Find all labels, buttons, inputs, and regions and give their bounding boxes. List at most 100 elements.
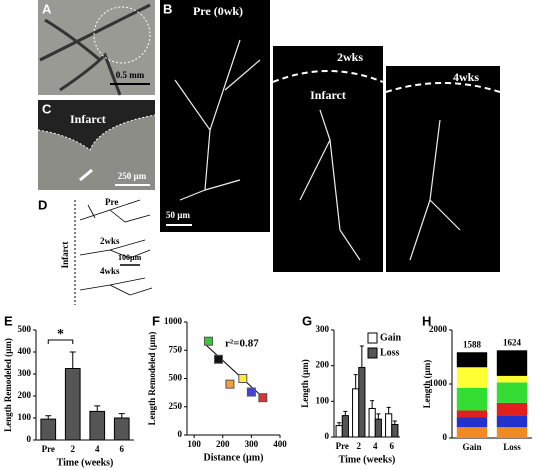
y-tick-label: 0 <box>325 431 330 441</box>
bar <box>335 425 343 438</box>
bar-segment <box>456 352 488 368</box>
y-axis-label: Length (µm) <box>422 360 432 408</box>
x-tick-label: Pre <box>42 444 55 454</box>
bar-segment <box>496 415 528 428</box>
error-bar <box>353 374 358 389</box>
infarct-label: Infarct <box>310 88 346 102</box>
legend-swatch <box>367 347 378 359</box>
y-axis-label: Length Remodeled (µm) <box>147 332 157 426</box>
point <box>258 393 268 403</box>
y-axis-label: Length Remodeled (µm) <box>3 338 13 432</box>
error-bar <box>118 413 125 418</box>
x-tick-label: 6 <box>120 444 125 454</box>
x-tick-label: Loss <box>503 442 521 452</box>
y-tick-label: 1000 <box>429 378 448 388</box>
y-tick-label: 400 <box>18 346 32 356</box>
y-tick-label: 500 <box>18 324 32 334</box>
scale-label: 50 µm <box>166 210 190 220</box>
bar-segment <box>456 387 488 411</box>
roi <box>93 6 151 64</box>
bar-segment <box>456 367 488 388</box>
infarct-label: Infarct <box>70 112 106 126</box>
total-label: 1588 <box>463 339 482 349</box>
significance-bracket <box>47 339 74 344</box>
panel-letter: F <box>152 313 160 328</box>
x-tick-label: 100 <box>187 439 201 449</box>
x-tick-label: 200 <box>216 439 230 449</box>
image-title: 4wks <box>453 70 479 84</box>
error-bar <box>392 420 397 425</box>
y-tick-label: 0 <box>27 434 32 444</box>
total-label: 1624 <box>503 337 522 347</box>
y-tick-label: 300 <box>316 324 330 334</box>
x-tick-label: Gain <box>462 442 481 452</box>
arrow <box>79 168 93 182</box>
x-tick-label: 6 <box>390 441 395 451</box>
bar-segment <box>496 427 528 438</box>
y-tick-label: 0 <box>443 432 448 442</box>
point <box>225 379 235 389</box>
bar <box>89 410 106 441</box>
trace-label: Pre <box>105 197 118 207</box>
error-bar <box>45 415 52 420</box>
image-2wk <box>273 46 383 272</box>
bar <box>385 413 393 438</box>
image-title: 2wks <box>337 50 363 64</box>
panel-letter: B <box>163 1 172 16</box>
point <box>246 387 256 397</box>
scale-label: 100µm <box>118 253 142 262</box>
panel-letter: D <box>38 197 47 212</box>
bar-segment <box>496 382 528 403</box>
error-bar <box>343 410 348 416</box>
bar-segment <box>456 427 488 438</box>
annotation: * <box>57 327 64 342</box>
y-tick-label: 1000 <box>164 316 183 326</box>
x-tick-label: 300 <box>245 439 259 449</box>
y-tick-label: 0 <box>178 429 183 439</box>
infarct-label: Infarct <box>60 242 70 269</box>
x-tick-label: 4 <box>95 444 100 454</box>
photo-a <box>38 0 155 95</box>
error-bar <box>359 345 364 368</box>
point <box>238 374 248 383</box>
legend-swatch <box>367 332 378 344</box>
x-tick-label: 4 <box>373 441 378 451</box>
y-tick-label: 2000 <box>429 324 448 334</box>
error-bar <box>337 422 342 426</box>
infarct-border <box>272 70 501 93</box>
x-tick-label: 2 <box>71 444 76 454</box>
y-tick-label: 300 <box>18 368 32 378</box>
panel-letter: H <box>422 313 431 328</box>
panel-letter: A <box>42 1 52 16</box>
bar <box>40 418 57 441</box>
x-axis-label: Time (weeks) <box>57 457 114 468</box>
x-axis-label: Time (weeks) <box>339 454 396 465</box>
point <box>213 354 223 364</box>
legend-label: Loss <box>380 347 400 358</box>
trace-label: 2wks <box>100 236 120 246</box>
y-axis-label: Length (µm) <box>300 359 310 407</box>
x-tick-label: 2 <box>357 441 362 451</box>
infarct-region <box>38 100 155 150</box>
neuron <box>174 39 461 261</box>
y-tick-label: 750 <box>169 344 183 354</box>
panel-letter: C <box>42 101 52 116</box>
y-tick-label: 250 <box>169 401 183 411</box>
scale-label: 250 µm <box>118 171 147 181</box>
bar-segment <box>496 350 528 376</box>
bar <box>358 366 366 438</box>
bar <box>113 417 130 441</box>
panel-letter: G <box>302 313 312 328</box>
bar <box>368 407 376 438</box>
bar <box>64 368 81 441</box>
panel-letter: E <box>4 313 13 328</box>
bar <box>341 415 349 438</box>
y-tick-label: 200 <box>18 390 32 400</box>
bar-segment <box>456 410 488 418</box>
bar-segment <box>456 417 488 428</box>
error-bar <box>69 351 76 369</box>
x-tick-label: 400 <box>273 439 287 449</box>
scale-label: 0.5 mm <box>116 70 145 80</box>
annotation: r²=0.87 <box>225 338 259 350</box>
